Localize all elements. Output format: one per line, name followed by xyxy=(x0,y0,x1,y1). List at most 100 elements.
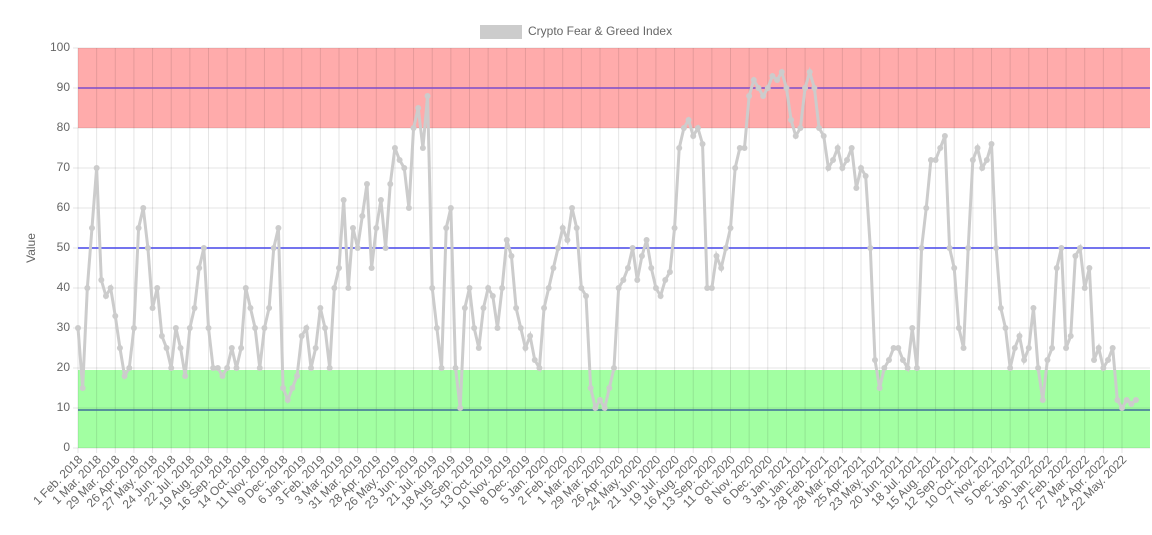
y-tick-label: 20 xyxy=(57,360,71,374)
data-point xyxy=(867,245,874,251)
data-point xyxy=(778,69,785,75)
data-point xyxy=(322,325,329,331)
data-point xyxy=(349,225,356,231)
y-tick-label: 100 xyxy=(50,40,70,54)
data-point xyxy=(853,185,860,191)
data-point xyxy=(648,265,655,271)
data-point xyxy=(559,225,566,231)
data-point xyxy=(200,245,207,251)
data-point xyxy=(1077,245,1084,251)
data-point xyxy=(522,345,529,351)
data-point xyxy=(578,285,585,291)
data-point xyxy=(671,225,678,231)
data-point xyxy=(764,85,771,91)
data-point xyxy=(527,333,534,339)
data-point xyxy=(471,325,478,331)
data-point xyxy=(657,293,664,299)
data-point xyxy=(75,325,81,331)
data-point xyxy=(182,373,189,379)
data-point xyxy=(1021,357,1028,363)
data-point xyxy=(210,365,217,371)
data-point xyxy=(946,245,953,251)
data-point xyxy=(154,285,161,291)
data-point xyxy=(135,225,142,231)
data-point xyxy=(564,237,571,243)
y-tick-label: 50 xyxy=(57,240,71,254)
data-point xyxy=(1072,253,1079,259)
data-point xyxy=(830,157,837,163)
data-point xyxy=(1058,245,1065,251)
data-point xyxy=(820,133,827,139)
data-point xyxy=(969,157,976,163)
y-tick-label: 60 xyxy=(57,200,71,214)
data-point xyxy=(997,305,1004,311)
data-point xyxy=(951,265,958,271)
y-tick-label: 70 xyxy=(57,160,71,174)
data-point xyxy=(401,165,408,171)
data-point xyxy=(1081,285,1088,291)
data-point xyxy=(336,265,342,271)
data-point xyxy=(331,285,338,291)
data-point xyxy=(583,293,590,299)
data-point xyxy=(680,125,687,131)
data-point xyxy=(960,345,967,351)
data-point xyxy=(983,157,990,163)
data-point xyxy=(172,325,179,331)
data-point xyxy=(727,225,734,231)
data-point xyxy=(373,225,380,231)
data-point xyxy=(224,365,231,371)
data-point xyxy=(359,213,366,219)
data-point xyxy=(84,285,91,291)
data-point xyxy=(858,165,864,171)
data-point xyxy=(811,85,818,91)
legend-swatch[interactable] xyxy=(480,25,522,39)
data-point xyxy=(699,141,706,147)
data-point xyxy=(247,305,254,311)
data-point xyxy=(690,133,697,139)
data-point xyxy=(666,269,673,275)
data-point xyxy=(513,305,520,311)
data-point xyxy=(769,73,776,79)
y-tick-label: 0 xyxy=(63,440,70,454)
legend-label[interactable]: Crypto Fear & Greed Index xyxy=(528,24,672,38)
data-point xyxy=(536,365,543,371)
data-point xyxy=(1100,365,1107,371)
data-point xyxy=(214,365,221,371)
data-point xyxy=(713,253,720,259)
data-point xyxy=(1053,265,1060,271)
data-point xyxy=(881,365,888,371)
data-point xyxy=(266,305,273,311)
data-point xyxy=(396,157,403,163)
data-point xyxy=(597,397,603,403)
data-point xyxy=(937,145,944,151)
data-point xyxy=(876,385,883,391)
data-point xyxy=(256,365,263,371)
data-point xyxy=(927,157,934,163)
data-point xyxy=(1030,305,1037,311)
data-point xyxy=(634,277,641,283)
data-point xyxy=(979,165,986,171)
data-point xyxy=(802,85,809,91)
data-point xyxy=(1035,365,1042,371)
data-point xyxy=(848,145,855,151)
data-point xyxy=(685,117,692,123)
data-point xyxy=(503,237,510,243)
data-point xyxy=(191,305,198,311)
data-point xyxy=(839,165,846,171)
data-point xyxy=(461,305,468,311)
data-point xyxy=(1063,345,1070,351)
data-point xyxy=(98,277,105,283)
data-point xyxy=(918,245,925,251)
data-point xyxy=(140,205,147,211)
data-point xyxy=(158,333,165,339)
data-point xyxy=(923,205,930,211)
data-point xyxy=(298,333,305,339)
data-point xyxy=(391,145,398,151)
data-point xyxy=(485,285,492,291)
data-point xyxy=(1025,345,1032,351)
series-line xyxy=(76,66,1137,413)
data-point xyxy=(694,125,701,131)
data-point xyxy=(1039,397,1046,403)
data-point xyxy=(974,145,981,151)
data-point xyxy=(606,385,613,391)
